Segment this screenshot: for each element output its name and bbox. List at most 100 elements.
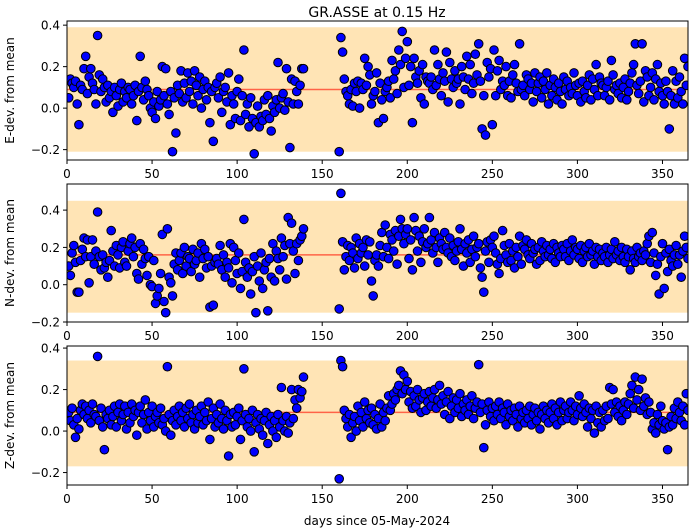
- data-point: [215, 399, 225, 409]
- data-point: [334, 474, 345, 484]
- data-point: [678, 99, 688, 109]
- data-point: [70, 432, 81, 443]
- data-point: [489, 45, 499, 55]
- data-point: [82, 88, 93, 99]
- data-point: [683, 253, 688, 264]
- data-point: [126, 99, 137, 109]
- data-point: [591, 59, 601, 70]
- data-point: [610, 237, 620, 247]
- y-tick-label: 0.0: [41, 278, 60, 292]
- data-point: [227, 278, 237, 288]
- data-point: [249, 149, 259, 159]
- data-point: [640, 250, 651, 260]
- data-point: [108, 107, 118, 118]
- data-point: [298, 372, 309, 382]
- data-point: [72, 413, 82, 424]
- data-point: [337, 47, 348, 57]
- data-point: [450, 255, 460, 266]
- x-tick-label: 250: [481, 492, 504, 506]
- data-point: [402, 36, 413, 47]
- data-point: [366, 99, 377, 109]
- data-point: [412, 246, 423, 256]
- y-tick-label: −0.2: [31, 143, 60, 157]
- y-tick-label: 0.2: [41, 241, 60, 255]
- data-point: [80, 51, 91, 62]
- data-point: [201, 95, 212, 105]
- panel-3: −0.2 0.0 0.2 0.4 0 50 100 150 200 250 300 350 Z-dev.…: [3, 342, 689, 506]
- data-point: [87, 399, 98, 409]
- data-point: [179, 422, 190, 432]
- data-point: [223, 263, 234, 273]
- data-point: [295, 80, 305, 91]
- data-point: [470, 49, 481, 60]
- data-point: [67, 93, 74, 103]
- data-point: [673, 259, 683, 270]
- data-point: [257, 430, 268, 441]
- data-point: [278, 88, 288, 99]
- data-point: [671, 240, 681, 251]
- data-point: [174, 88, 185, 99]
- data-point: [149, 255, 159, 266]
- data-point: [683, 61, 688, 72]
- x-tick-label: 0: [63, 167, 71, 181]
- data-point: [385, 93, 396, 103]
- x-tick-label: 100: [226, 167, 249, 181]
- data-point: [479, 442, 489, 453]
- data-point: [586, 95, 596, 105]
- data-point: [490, 90, 501, 101]
- data-point: [473, 39, 484, 49]
- data-point: [351, 426, 362, 436]
- data-point: [492, 66, 503, 76]
- data-point: [116, 78, 127, 88]
- data-point: [484, 72, 494, 82]
- data-point: [460, 84, 470, 95]
- x-tick-label: 300: [566, 329, 589, 343]
- data-point: [489, 231, 499, 241]
- data-point: [656, 401, 666, 412]
- y-tick-label: 0.2: [41, 383, 60, 397]
- data-point: [623, 86, 634, 97]
- data-point: [543, 99, 554, 109]
- data-point: [87, 235, 98, 245]
- data-point: [514, 39, 525, 49]
- data-point: [433, 257, 443, 268]
- data-point: [239, 45, 249, 55]
- data-point: [465, 59, 476, 70]
- data-point: [290, 268, 300, 279]
- y-tick-label: 0.4: [41, 204, 60, 218]
- data-point: [106, 225, 116, 236]
- axes-frame: [66, 183, 689, 323]
- data-point: [263, 90, 273, 101]
- data-point: [473, 359, 484, 370]
- data-point: [74, 424, 84, 434]
- data-point: [240, 109, 251, 120]
- data-point: [297, 386, 307, 397]
- data-point: [436, 90, 447, 101]
- data-point: [235, 283, 246, 294]
- data-point: [419, 99, 430, 109]
- data-point: [69, 240, 79, 251]
- data-point: [574, 391, 584, 401]
- data-point: [394, 45, 404, 55]
- data-point: [429, 45, 440, 55]
- x-tick-label: 300: [566, 167, 589, 181]
- data-point: [228, 99, 239, 109]
- data-point: [380, 415, 391, 426]
- data-point: [159, 90, 169, 101]
- data-point: [143, 90, 154, 101]
- data-point: [649, 95, 659, 105]
- data-point: [281, 63, 292, 74]
- data-point: [235, 434, 246, 445]
- data-point: [215, 240, 225, 251]
- data-point: [659, 283, 670, 294]
- data-point: [509, 59, 520, 70]
- data-point: [171, 128, 181, 138]
- data-point: [405, 61, 416, 72]
- data-point: [397, 26, 408, 37]
- data-point: [383, 253, 394, 264]
- data-point: [632, 395, 642, 405]
- data-point: [650, 270, 661, 281]
- data-point: [419, 224, 430, 234]
- data-point: [480, 420, 491, 430]
